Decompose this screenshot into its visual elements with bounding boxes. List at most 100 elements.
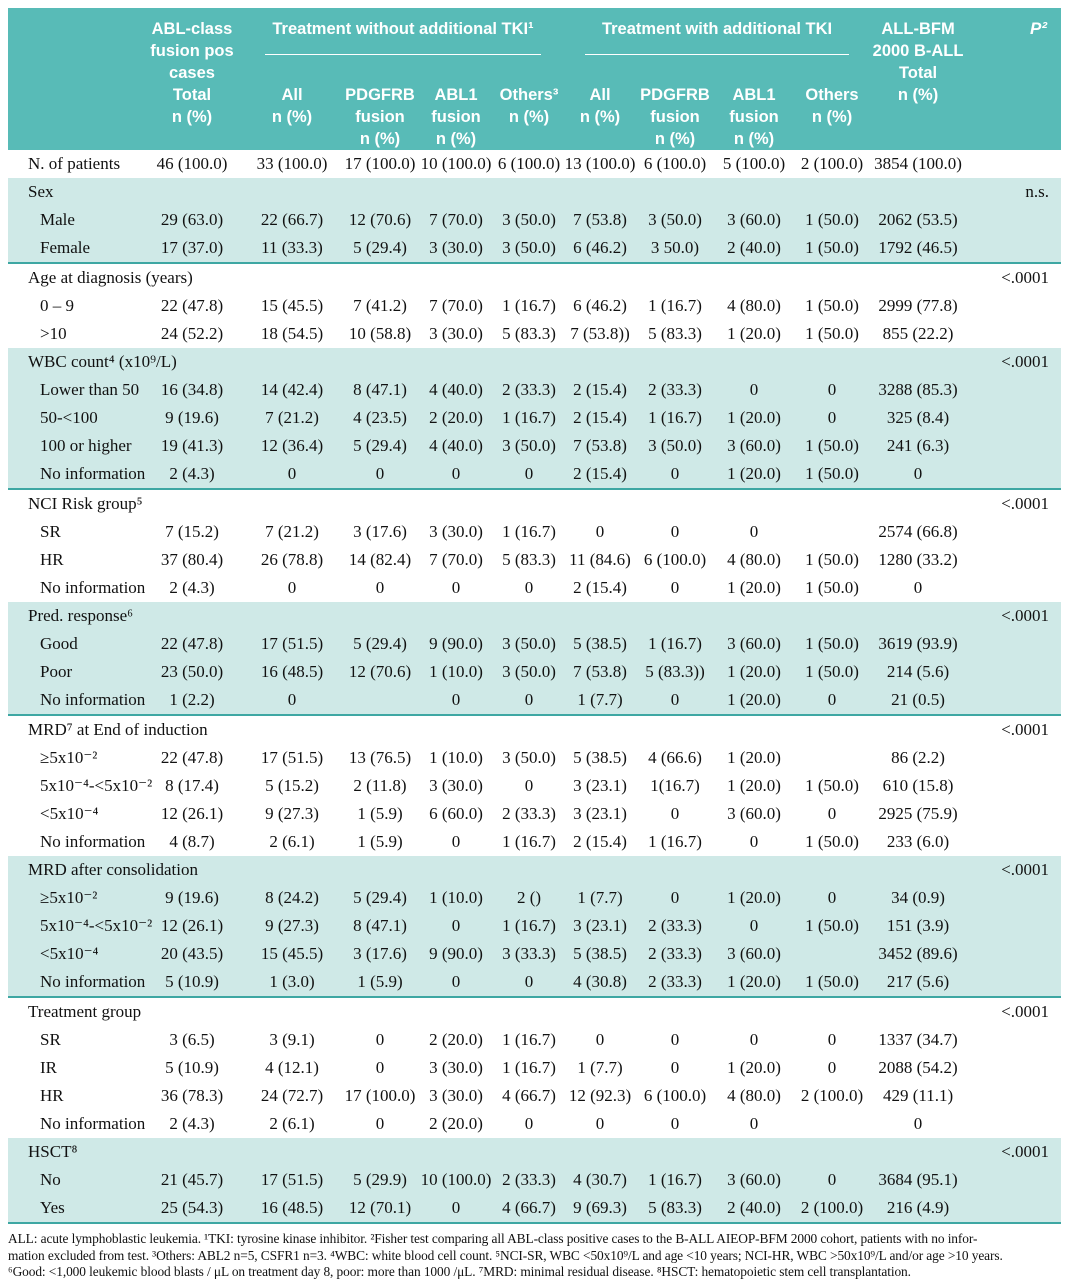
p-value: <.0001 bbox=[966, 856, 1062, 884]
cell-value: 1 (50.0) bbox=[794, 460, 871, 490]
cell-value: 0 bbox=[636, 460, 714, 490]
cell-value: 217 (5.6) bbox=[870, 968, 967, 998]
section-row: MRD⁷ at End of induction <.0001 bbox=[8, 715, 1061, 744]
cell-value: 3 (30.0) bbox=[429, 324, 483, 343]
row-label: No information bbox=[40, 1114, 146, 1133]
cell-value: 7 (70.0) bbox=[429, 550, 483, 569]
p-value bbox=[966, 1026, 1061, 1054]
cell-value: 2 (20.0) bbox=[418, 404, 494, 432]
cell-value: 3 (30.0) bbox=[418, 234, 494, 264]
cell-value: 7 (15.2) bbox=[165, 522, 219, 541]
cell-value bbox=[794, 1110, 870, 1138]
cell-value: 9 (27.3) bbox=[265, 804, 319, 823]
data-row: Male 29 (63.0) 22 (66.7) 12 (70.6) 7 (70.0) 3… bbox=[8, 206, 1062, 234]
row-label: ≥5x10⁻² bbox=[40, 748, 98, 767]
cell-value: 2 (4.3) bbox=[142, 460, 242, 490]
row-label: Male bbox=[8, 206, 142, 234]
cell-value bbox=[418, 856, 494, 884]
cell-value: 1 (16.7) bbox=[648, 832, 702, 851]
row-label: 100 or higher bbox=[8, 432, 142, 460]
cell-value bbox=[714, 602, 794, 630]
cell-value: 1 (16.7) bbox=[502, 1030, 556, 1049]
cell-value bbox=[494, 489, 564, 518]
row-label: Poor bbox=[8, 658, 142, 686]
cell-value: 610 (15.8) bbox=[882, 776, 954, 795]
cell-value bbox=[242, 178, 342, 206]
cell-value: 24 (52.2) bbox=[160, 324, 224, 343]
cell-value bbox=[714, 178, 794, 206]
data-row: <5x10⁻⁴ 20 (43.5) 15 (45.5) 3 (17.6) 9 (90.0… bbox=[8, 940, 1062, 968]
cell-value: 8 (47.1) bbox=[342, 376, 418, 404]
cell-value: 1 (50.0) bbox=[805, 550, 859, 569]
cell-value: 1 (16.7) bbox=[636, 630, 714, 658]
cell-value: 0 bbox=[524, 578, 534, 597]
cell-value bbox=[636, 489, 714, 518]
cell-value: 3 (60.0) bbox=[714, 630, 794, 658]
cell-value: 22 (47.8) bbox=[142, 630, 242, 658]
p-value: <.0001 bbox=[966, 602, 1062, 630]
cell-value: 11 (33.3) bbox=[242, 234, 342, 264]
cell-value: 1 (16.7) bbox=[502, 296, 556, 315]
cell-value bbox=[342, 856, 418, 884]
header-bfm-total: ALL-BFM 2000 B-ALL Total n (%) bbox=[870, 8, 967, 150]
cell-value bbox=[870, 1138, 967, 1166]
data-row: N. of patients 46 (100.0) 33 (100.0) 17 (10… bbox=[8, 150, 1061, 178]
cell-value: 0 bbox=[670, 1030, 680, 1049]
p-value bbox=[966, 686, 1062, 716]
cell-value bbox=[494, 1138, 564, 1166]
footnote-line: ⁶Good: <1,000 leukemic blood blasts / μL… bbox=[8, 1264, 911, 1279]
cell-value: 14 (82.4) bbox=[348, 550, 412, 569]
cell-value: 16 (48.5) bbox=[242, 1194, 342, 1224]
cell-value: 12 (70.6) bbox=[342, 658, 418, 686]
p-value bbox=[966, 658, 1062, 686]
row-label: Lower than 50 bbox=[8, 376, 142, 404]
cell-value: 2 (33.3) bbox=[636, 940, 714, 968]
cell-value bbox=[794, 997, 870, 1026]
row-label: Sex bbox=[8, 178, 142, 206]
cell-value: 325 (8.4) bbox=[870, 404, 967, 432]
row-label: HR bbox=[40, 1086, 64, 1105]
cell-value: 3 (30.0) bbox=[429, 1086, 483, 1105]
cell-value: 24 (72.7) bbox=[260, 1086, 324, 1105]
cell-value bbox=[636, 178, 714, 206]
cell-value: 10 (100.0) bbox=[420, 154, 492, 173]
cell-value: 7 (70.0) bbox=[418, 206, 494, 234]
cell-value: 8 (24.2) bbox=[242, 884, 342, 912]
section-row: WBC count⁴ (x10⁹/L) <.0001 bbox=[8, 348, 1062, 376]
header-p-value: P² bbox=[966, 8, 1062, 150]
cell-value: 13 (76.5) bbox=[348, 748, 412, 767]
header-w-all: All n (%) bbox=[564, 72, 636, 150]
cell-value bbox=[794, 263, 870, 292]
cell-value: 5 (83.3)) bbox=[636, 658, 714, 686]
cell-value bbox=[242, 715, 342, 744]
data-row: Lower than 50 16 (34.8) 14 (42.4) 8 (47.1) 4… bbox=[8, 376, 1062, 404]
cell-value: 11 (84.6) bbox=[569, 550, 631, 569]
header-group-with-tki: Treatment with additional TKI bbox=[564, 8, 871, 72]
cell-value bbox=[494, 348, 564, 376]
cell-value: 9 (19.6) bbox=[142, 404, 242, 432]
cell-value: 1 (7.7) bbox=[577, 1058, 623, 1077]
cell-value: 1 (10.0) bbox=[429, 748, 483, 767]
cell-value: 3 (50.0) bbox=[636, 432, 714, 460]
cell-value: 36 (78.3) bbox=[160, 1086, 224, 1105]
cell-value bbox=[342, 348, 418, 376]
row-label: 5x10⁻⁴-<5x10⁻² bbox=[8, 912, 152, 940]
p-value bbox=[966, 150, 1061, 178]
row-label: IR bbox=[40, 1058, 57, 1077]
cell-value: 2 (20.0) bbox=[429, 1030, 483, 1049]
cell-value: 8 (17.4) bbox=[165, 776, 219, 795]
cell-value: 17 (51.5) bbox=[260, 748, 324, 767]
row-label: Female bbox=[8, 234, 142, 264]
cell-value: 0 bbox=[242, 460, 342, 490]
data-row: Poor 23 (50.0) 16 (48.5) 12 (70.6) 1 (10.0) 3… bbox=[8, 658, 1062, 686]
cell-value: 17 (37.0) bbox=[142, 234, 242, 264]
cell-value: 2062 (53.5) bbox=[870, 206, 967, 234]
cell-value: 4 (40.0) bbox=[418, 432, 494, 460]
cell-value: 1 (50.0) bbox=[805, 296, 859, 315]
cell-value: 0 bbox=[451, 832, 461, 851]
data-row: ≥5x10⁻² 9 (19.6) 8 (24.2) 5 (29.4) 1 (10.0) 2… bbox=[8, 884, 1062, 912]
cell-value bbox=[636, 348, 714, 376]
cell-value: 0 bbox=[524, 776, 534, 795]
cell-value: 4 (66.7) bbox=[502, 1086, 556, 1105]
